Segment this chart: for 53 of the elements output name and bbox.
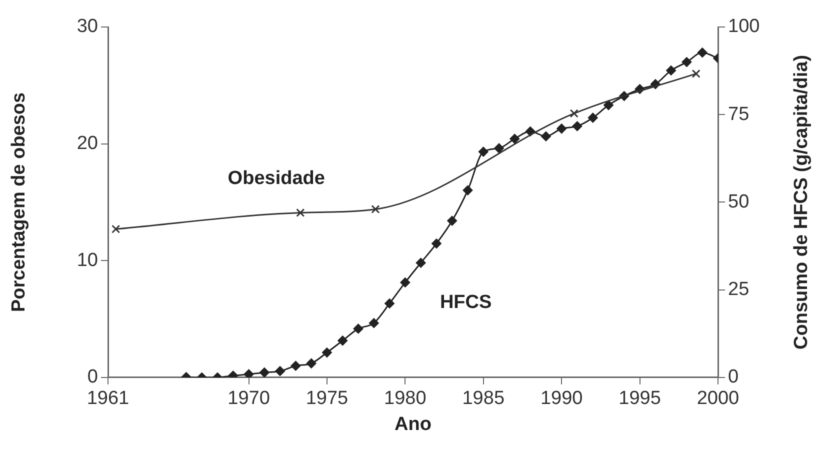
- point: [462, 185, 473, 196]
- x-axis-title: Ano: [394, 414, 432, 435]
- point: [306, 358, 316, 368]
- point: [447, 216, 458, 226]
- x-tick-label: 2000: [696, 388, 740, 410]
- series-label: HFCS: [440, 292, 492, 314]
- point: [400, 277, 410, 288]
- y2-tick-label: 0: [728, 366, 739, 388]
- point: [259, 367, 270, 378]
- point: [692, 69, 700, 78]
- point: [244, 369, 254, 378]
- point: [371, 204, 380, 214]
- y-tick-label: 30: [76, 16, 98, 38]
- y-tick-label: 10: [76, 250, 98, 271]
- point: [431, 238, 442, 249]
- point: [478, 146, 488, 157]
- point: [510, 134, 520, 144]
- x-tick-label: 1970: [228, 388, 270, 410]
- y2-tick-label: 100: [728, 16, 760, 38]
- point: [384, 298, 395, 308]
- y2-tick-label: 50: [728, 191, 750, 212]
- point: [572, 121, 582, 132]
- point: [112, 224, 120, 234]
- x-tick-label: 1990: [540, 388, 583, 410]
- y-tick-label: 20: [76, 133, 98, 154]
- point: [290, 360, 301, 371]
- point: [368, 318, 379, 328]
- x-tick-label: 1975: [306, 388, 348, 410]
- point: [296, 208, 305, 217]
- point: [353, 324, 364, 334]
- x-tick-label: 1980: [384, 388, 426, 410]
- point: [682, 57, 692, 68]
- x-tick-label: 1995: [618, 388, 661, 410]
- point: [570, 109, 578, 118]
- series-label: Obesidade: [228, 168, 325, 189]
- y2-axis-title: Consumo de HFCS (g/capita/dia): [791, 54, 812, 350]
- point: [697, 48, 708, 58]
- x-tick-label: 1961: [86, 388, 130, 410]
- y-axis-title: Porcentagem de obesos: [8, 92, 30, 312]
- point: [416, 258, 426, 268]
- point: [338, 336, 348, 346]
- point: [540, 131, 551, 142]
- point: [588, 112, 598, 123]
- x-tick-label: 1985: [462, 388, 505, 410]
- point: [556, 124, 567, 134]
- point: [494, 143, 504, 154]
- point: [275, 366, 286, 376]
- point: [666, 65, 676, 76]
- point: [604, 100, 614, 110]
- y2-tick-label: 25: [728, 279, 750, 300]
- y2-tick-label: 75: [728, 104, 750, 125]
- point: [322, 348, 332, 358]
- y-tick-label: 0: [87, 366, 98, 388]
